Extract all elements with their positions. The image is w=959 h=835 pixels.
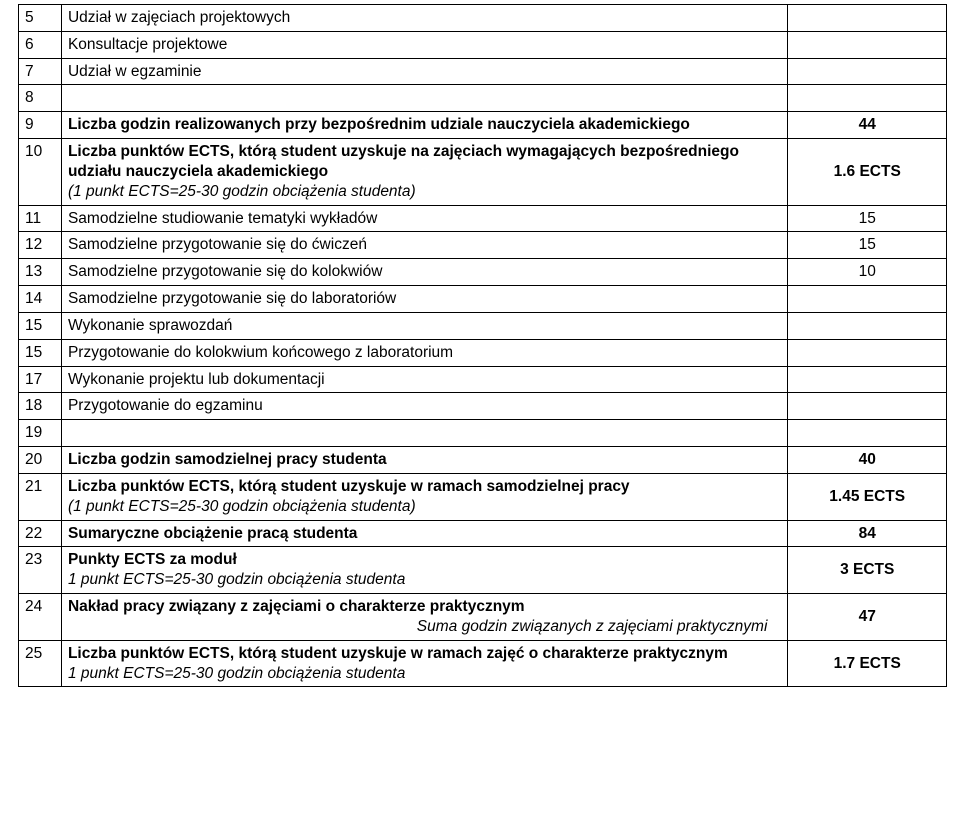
table-row: 24 Nakład pracy związany z zajęciami o c…: [19, 594, 947, 641]
row-desc: Liczba punktów ECTS, którą student uzysk…: [61, 139, 787, 205]
row-desc-sub: (1 punkt ECTS=25-30 godzin obciążenia st…: [68, 182, 781, 202]
table-row: 19: [19, 420, 947, 447]
row-value: [788, 31, 947, 58]
row-number: 22: [19, 520, 62, 547]
row-number: 15: [19, 339, 62, 366]
table-row: 8: [19, 85, 947, 112]
row-desc: Liczba godzin realizowanych przy bezpośr…: [61, 112, 787, 139]
table-row: 15 Wykonanie sprawozdań: [19, 312, 947, 339]
row-number: 21: [19, 473, 62, 520]
row-number: 18: [19, 393, 62, 420]
row-desc: Liczba punktów ECTS, którą student uzysk…: [61, 473, 787, 520]
row-desc: Przygotowanie do egzaminu: [61, 393, 787, 420]
row-desc-sub: (1 punkt ECTS=25-30 godzin obciążenia st…: [68, 497, 781, 517]
row-value: 1.45 ECTS: [788, 473, 947, 520]
table-row: 22 Sumaryczne obciążenie pracą studenta …: [19, 520, 947, 547]
row-value: [788, 286, 947, 313]
row-desc: Wykonanie projektu lub dokumentacji: [61, 366, 787, 393]
row-value: [788, 339, 947, 366]
table-row: 23 Punkty ECTS za moduł 1 punkt ECTS=25-…: [19, 547, 947, 594]
row-value: 15: [788, 232, 947, 259]
table-row: 20 Liczba godzin samodzielnej pracy stud…: [19, 447, 947, 474]
row-number: 8: [19, 85, 62, 112]
row-desc-main: Liczba punktów ECTS, którą student uzysk…: [68, 477, 781, 497]
row-desc-main: Punkty ECTS za moduł: [68, 550, 773, 570]
table-row: 7 Udział w egzaminie: [19, 58, 947, 85]
row-value: [788, 58, 947, 85]
ects-table: 5 Udział w zajęciach projektowych 6 Kons…: [18, 4, 947, 687]
row-value: 40: [788, 447, 947, 474]
row-desc: Liczba godzin samodzielnej pracy student…: [61, 447, 787, 474]
row-value: [788, 312, 947, 339]
row-number: 11: [19, 205, 62, 232]
row-number: 24: [19, 594, 62, 641]
row-value: 1.6 ECTS: [788, 139, 947, 205]
table-row: 13 Samodzielne przygotowanie się do kolo…: [19, 259, 947, 286]
row-value: 44: [788, 112, 947, 139]
row-desc: Liczba punktów ECTS, którą student uzysk…: [61, 640, 787, 687]
table-row: 21 Liczba punktów ECTS, którą student uz…: [19, 473, 947, 520]
row-desc: [61, 85, 787, 112]
table-row: 14 Samodzielne przygotowanie się do labo…: [19, 286, 947, 313]
row-number: 12: [19, 232, 62, 259]
row-number: 15: [19, 312, 62, 339]
row-desc-main: Liczba punktów ECTS, którą student uzysk…: [68, 142, 781, 182]
row-number: 20: [19, 447, 62, 474]
row-value: [788, 85, 947, 112]
table-row: 17 Wykonanie projektu lub dokumentacji: [19, 366, 947, 393]
row-desc-sub: 1 punkt ECTS=25-30 godzin obciążenia stu…: [68, 664, 781, 684]
row-value: 3 ECTS: [788, 547, 947, 594]
row-desc-sub: Suma godzin związanych z zajęciami prakt…: [68, 617, 781, 637]
row-number: 6: [19, 31, 62, 58]
table-row: 18 Przygotowanie do egzaminu: [19, 393, 947, 420]
row-desc: [61, 420, 787, 447]
row-desc: Samodzielne przygotowanie się do laborat…: [61, 286, 787, 313]
row-number: 14: [19, 286, 62, 313]
row-desc-main: Liczba punktów ECTS, którą student uzysk…: [68, 644, 781, 664]
table-row: 5 Udział w zajęciach projektowych: [19, 5, 947, 32]
row-desc: Punkty ECTS za moduł 1 punkt ECTS=25-30 …: [61, 547, 787, 594]
row-desc: Przygotowanie do kolokwium końcowego z l…: [61, 339, 787, 366]
table-row: 12 Samodzielne przygotowanie się do ćwic…: [19, 232, 947, 259]
row-value: [788, 393, 947, 420]
row-desc: Samodzielne przygotowanie się do kolokwi…: [61, 259, 787, 286]
row-number: 5: [19, 5, 62, 32]
row-value: [788, 366, 947, 393]
table-row: 25 Liczba punktów ECTS, którą student uz…: [19, 640, 947, 687]
row-desc: Wykonanie sprawozdań: [61, 312, 787, 339]
row-value: 47: [788, 594, 947, 641]
table-row: 9 Liczba godzin realizowanych przy bezpo…: [19, 112, 947, 139]
row-value: [788, 5, 947, 32]
row-value: [788, 420, 947, 447]
row-number: 25: [19, 640, 62, 687]
table-row: 15 Przygotowanie do kolokwium końcowego …: [19, 339, 947, 366]
row-desc: Konsultacje projektowe: [61, 31, 787, 58]
row-number: 7: [19, 58, 62, 85]
table-row: 10 Liczba punktów ECTS, którą student uz…: [19, 139, 947, 205]
row-desc-main: Nakład pracy związany z zajęciami o char…: [68, 597, 781, 617]
row-desc: Udział w egzaminie: [61, 58, 787, 85]
row-value: 1.7 ECTS: [788, 640, 947, 687]
row-desc-sub: 1 punkt ECTS=25-30 godzin obciążenia stu…: [68, 570, 773, 590]
row-desc: Sumaryczne obciążenie pracą studenta: [61, 520, 787, 547]
row-value: 15: [788, 205, 947, 232]
row-number: 9: [19, 112, 62, 139]
table-row: 6 Konsultacje projektowe: [19, 31, 947, 58]
row-number: 17: [19, 366, 62, 393]
row-number: 23: [19, 547, 62, 594]
row-desc: Nakład pracy związany z zajęciami o char…: [61, 594, 787, 641]
row-number: 13: [19, 259, 62, 286]
row-number: 10: [19, 139, 62, 205]
page-container: 5 Udział w zajęciach projektowych 6 Kons…: [0, 0, 959, 691]
row-desc: Udział w zajęciach projektowych: [61, 5, 787, 32]
row-value: 10: [788, 259, 947, 286]
row-number: 19: [19, 420, 62, 447]
table-row: 11 Samodzielne studiowanie tematyki wykł…: [19, 205, 947, 232]
row-value: 84: [788, 520, 947, 547]
row-desc: Samodzielne studiowanie tematyki wykładó…: [61, 205, 787, 232]
row-desc: Samodzielne przygotowanie się do ćwiczeń: [61, 232, 787, 259]
